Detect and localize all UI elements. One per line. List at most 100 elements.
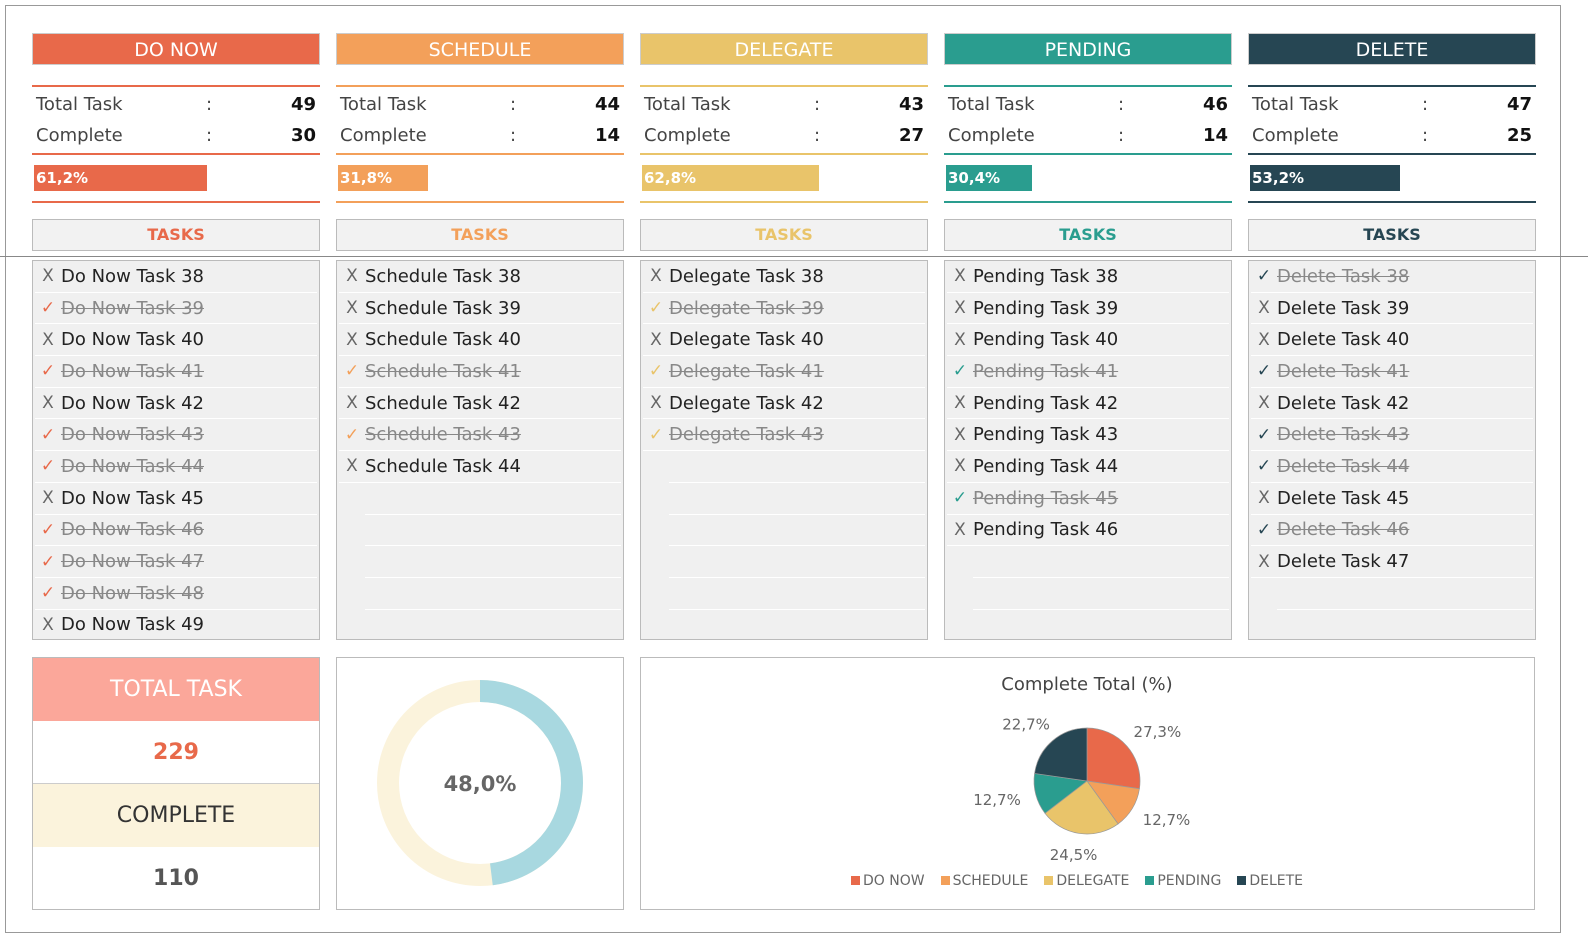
check-icon[interactable]: ✓	[40, 298, 56, 319]
task-item[interactable]: ✓ Do Now Task 48	[35, 578, 317, 610]
x-icon[interactable]: X	[1258, 329, 1270, 350]
task-item[interactable]: X Delegate Task 40	[643, 324, 925, 357]
x-icon[interactable]: X	[954, 456, 966, 477]
task-name: Delete Task 47	[1277, 551, 1410, 573]
task-item[interactable]: X Delete Task 39	[1251, 293, 1533, 325]
x-icon[interactable]: X	[954, 393, 966, 414]
x-icon[interactable]: X	[954, 424, 966, 445]
total-task-label: Total Task	[1252, 94, 1339, 115]
task-item[interactable]: ✓ Do Now Task 47	[35, 546, 317, 578]
task-item[interactable]: X Schedule Task 44	[339, 451, 621, 483]
task-item[interactable]: X Delegate Task 42	[643, 388, 925, 420]
task-item[interactable]: X Pending Task 40	[947, 324, 1229, 357]
x-icon[interactable]: X	[954, 329, 966, 350]
task-name: Do Now Task 46	[61, 519, 204, 541]
check-icon[interactable]: ✓	[40, 456, 56, 477]
check-icon[interactable]: ✓	[648, 298, 664, 319]
task-item[interactable]: X Schedule Task 40	[339, 324, 621, 357]
x-icon[interactable]: X	[1258, 393, 1270, 414]
task-item[interactable]: ✓ Delegate Task 41	[643, 356, 925, 388]
task-item[interactable]: X Schedule Task 38	[339, 261, 621, 293]
x-icon[interactable]: X	[42, 614, 54, 635]
task-item[interactable]: ✓ Delegate Task 43	[643, 419, 925, 452]
task-item[interactable]: ✓ Delete Task 38	[1251, 261, 1533, 293]
task-item[interactable]: X Schedule Task 42	[339, 388, 621, 420]
task-item[interactable]: ✓ Schedule Task 41	[339, 356, 621, 388]
task-item[interactable]: X Delete Task 45	[1251, 483, 1533, 515]
check-icon[interactable]: ✓	[648, 424, 664, 445]
check-icon[interactable]: ✓	[1256, 266, 1272, 287]
x-icon[interactable]: X	[346, 329, 358, 350]
task-item[interactable]: ✓ Delete Task 44	[1251, 451, 1533, 483]
check-icon[interactable]: ✓	[952, 361, 968, 382]
empty-row	[669, 483, 925, 515]
task-item[interactable]: X Pending Task 42	[947, 388, 1229, 420]
check-icon[interactable]: ✓	[344, 424, 360, 445]
x-icon[interactable]: X	[1258, 551, 1270, 572]
task-item[interactable]: ✓ Schedule Task 43	[339, 419, 621, 452]
task-item[interactable]: ✓ Pending Task 41	[947, 356, 1229, 388]
x-icon[interactable]: X	[346, 456, 358, 477]
check-icon[interactable]: ✓	[40, 583, 56, 604]
x-icon[interactable]: X	[954, 298, 966, 319]
x-icon[interactable]: X	[42, 393, 54, 414]
chart-legend: DO NOW SCHEDULE DELEGATE PENDING DELETE	[851, 873, 1303, 889]
check-icon[interactable]: ✓	[1256, 424, 1272, 445]
legend-label: DELETE	[1249, 873, 1303, 889]
task-item[interactable]: ✓ Do Now Task 46	[35, 515, 317, 547]
task-item[interactable]: X Pending Task 46	[947, 515, 1229, 547]
x-icon[interactable]: X	[1258, 298, 1270, 319]
chart-title: Complete Total (%)	[1001, 674, 1172, 695]
x-icon[interactable]: X	[1258, 488, 1270, 509]
task-item[interactable]: X Do Now Task 38	[35, 261, 317, 293]
task-item[interactable]: X Delegate Task 38	[643, 261, 925, 293]
task-item[interactable]: X Pending Task 43	[947, 419, 1229, 452]
task-item[interactable]: X Pending Task 38	[947, 261, 1229, 293]
task-item[interactable]: ✓ Pending Task 45	[947, 483, 1229, 515]
task-item[interactable]: ✓ Do Now Task 41	[35, 356, 317, 388]
check-icon[interactable]: ✓	[1256, 361, 1272, 382]
task-item[interactable]: X Do Now Task 45	[35, 483, 317, 515]
x-icon[interactable]: X	[42, 329, 54, 350]
task-item[interactable]: ✓ Delegate Task 39	[643, 293, 925, 325]
task-item[interactable]: X Do Now Task 40	[35, 324, 317, 357]
task-item[interactable]: ✓ Do Now Task 44	[35, 451, 317, 483]
x-icon[interactable]: X	[346, 266, 358, 287]
task-item[interactable]: X Delete Task 47	[1251, 546, 1533, 578]
check-icon[interactable]: ✓	[1256, 519, 1272, 540]
task-item[interactable]: ✓ Do Now Task 43	[35, 419, 317, 452]
check-icon[interactable]: ✓	[40, 424, 56, 445]
x-icon[interactable]: X	[346, 298, 358, 319]
x-icon[interactable]: X	[650, 266, 662, 287]
check-icon[interactable]: ✓	[648, 361, 664, 382]
task-item[interactable]: X Delete Task 40	[1251, 324, 1533, 357]
task-item[interactable]: X Pending Task 39	[947, 293, 1229, 325]
task-item[interactable]: X Pending Task 44	[947, 451, 1229, 483]
task-item[interactable]: ✓ Delete Task 41	[1251, 356, 1533, 388]
task-item[interactable]: X Do Now Task 42	[35, 388, 317, 420]
x-icon[interactable]: X	[650, 329, 662, 350]
x-icon[interactable]: X	[42, 488, 54, 509]
check-icon[interactable]: ✓	[40, 519, 56, 540]
x-icon[interactable]: X	[650, 393, 662, 414]
task-name: Delete Task 40	[1277, 329, 1410, 351]
task-name: Do Now Task 49	[61, 614, 204, 636]
task-item[interactable]: X Do Now Task 49	[35, 610, 317, 642]
check-icon[interactable]: ✓	[344, 361, 360, 382]
task-item[interactable]: X Schedule Task 39	[339, 293, 621, 325]
task-item[interactable]: X Delete Task 42	[1251, 388, 1533, 420]
x-icon[interactable]: X	[954, 266, 966, 287]
donut-panel: 48,0%	[336, 657, 624, 910]
check-icon[interactable]: ✓	[952, 488, 968, 509]
x-icon[interactable]: X	[346, 393, 358, 414]
x-icon[interactable]: X	[954, 519, 966, 540]
check-icon[interactable]: ✓	[40, 361, 56, 382]
task-item[interactable]: ✓ Delete Task 43	[1251, 419, 1533, 452]
check-icon[interactable]: ✓	[40, 551, 56, 572]
task-item[interactable]: ✓ Delete Task 46	[1251, 515, 1533, 547]
task-item[interactable]: ✓ Do Now Task 39	[35, 293, 317, 325]
x-icon[interactable]: X	[42, 266, 54, 287]
summary-panel: TOTAL TASK 229 COMPLETE 110	[32, 657, 320, 910]
check-icon[interactable]: ✓	[1256, 456, 1272, 477]
pie-data-label: 22,7%	[1002, 715, 1050, 733]
